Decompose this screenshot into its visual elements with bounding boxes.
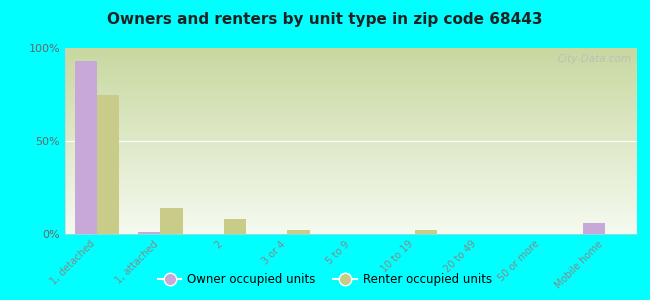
Bar — [224, 219, 246, 234]
Bar — [415, 230, 437, 234]
Bar — [583, 223, 605, 234]
Legend: Owner occupied units, Renter occupied units: Owner occupied units, Renter occupied un… — [153, 269, 497, 291]
Bar — [287, 230, 309, 234]
Text: City-Data.com: City-Data.com — [557, 54, 631, 64]
Bar — [97, 94, 119, 234]
Text: Owners and renters by unit type in zip code 68443: Owners and renters by unit type in zip c… — [107, 12, 543, 27]
Bar — [161, 208, 183, 234]
Bar — [138, 232, 161, 234]
Bar — [75, 61, 97, 234]
